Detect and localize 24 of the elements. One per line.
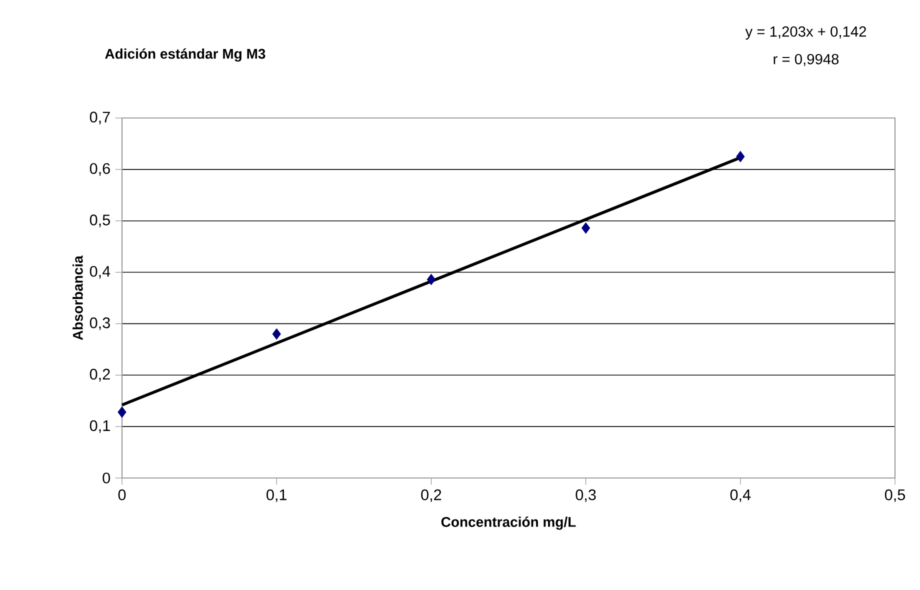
y-tick-label: 0,4 xyxy=(90,266,110,279)
y-tick-label: 0,2 xyxy=(90,368,110,382)
y-tick-label: 0,5 xyxy=(90,214,110,228)
y-axis-title: Absorbancia xyxy=(72,256,83,340)
y-tick-label: 0,6 xyxy=(90,163,110,176)
point xyxy=(272,328,281,340)
x-tick-label: 0 xyxy=(118,489,126,500)
point xyxy=(736,150,745,162)
text: r = 0,9948 xyxy=(774,54,839,66)
x-tick-label: 0,5 xyxy=(884,489,906,502)
point xyxy=(118,406,126,418)
x-tick-label: 0,2 xyxy=(421,489,442,502)
point xyxy=(426,274,436,286)
x-tick-label: 0,1 xyxy=(266,489,287,502)
point xyxy=(582,222,590,234)
x-tick-label: 0,3 xyxy=(576,489,596,502)
chart-title: Adición estándar Mg M3 xyxy=(105,48,266,62)
x-tick-label: 0,4 xyxy=(730,489,751,502)
y-tick-label: 0,7 xyxy=(90,112,110,124)
y-tick-label: 0,1 xyxy=(90,420,110,433)
text: y = 1,203x + 0,142 xyxy=(745,26,866,40)
y-tick-label: 0,3 xyxy=(90,317,110,330)
y-tick-label: 0 xyxy=(102,472,110,484)
x-axis-title: Concentración mg/L xyxy=(441,516,576,530)
